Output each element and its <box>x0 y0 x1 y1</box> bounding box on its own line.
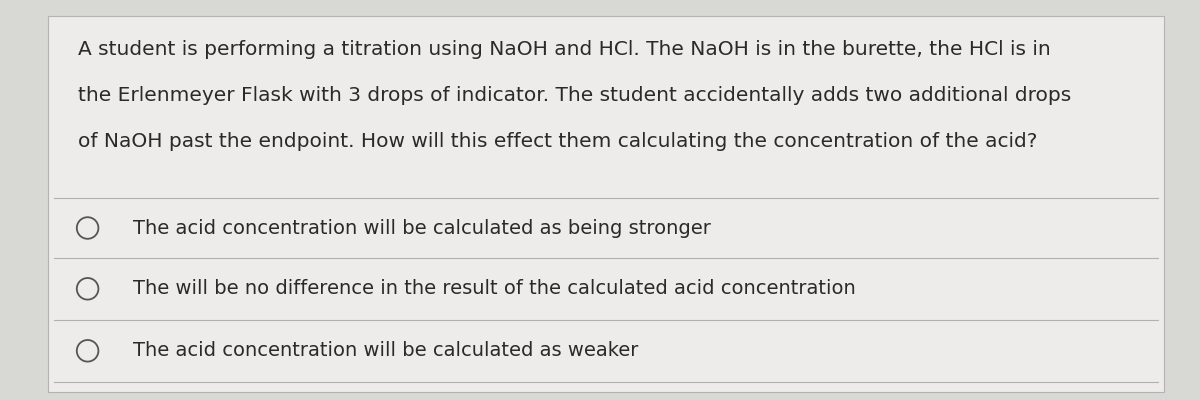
Text: The acid concentration will be calculated as being stronger: The acid concentration will be calculate… <box>133 218 712 238</box>
FancyBboxPatch shape <box>48 16 1164 392</box>
Text: The acid concentration will be calculated as weaker: The acid concentration will be calculate… <box>133 341 638 360</box>
Text: The will be no difference in the result of the calculated acid concentration: The will be no difference in the result … <box>133 279 856 298</box>
Text: A student is performing a titration using NaOH and HCl. The NaOH is in the buret: A student is performing a titration usin… <box>78 40 1051 59</box>
Text: of NaOH past the endpoint. How will this effect them calculating the concentrati: of NaOH past the endpoint. How will this… <box>78 132 1037 151</box>
Text: the Erlenmeyer Flask with 3 drops of indicator. The student accidentally adds tw: the Erlenmeyer Flask with 3 drops of ind… <box>78 86 1072 105</box>
